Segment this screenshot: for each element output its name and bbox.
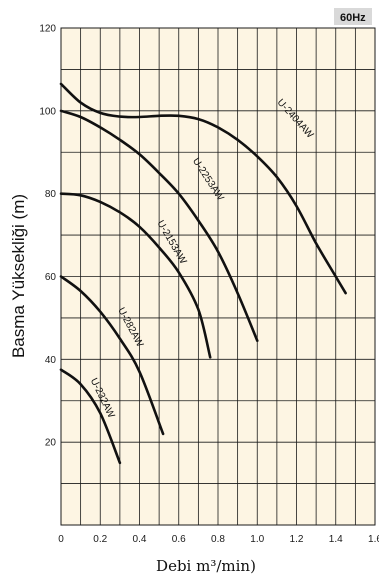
y-axis-label: Basma Yükseklіği (m)	[9, 194, 28, 358]
y-tick-label: 60	[45, 272, 57, 283]
curve-u-2253aw	[59, 109, 259, 342]
curve-u-282aw	[59, 275, 165, 436]
x-axis-ticks: 0 0.2 0.4 0.6 0.8 1.0 1.2 1.4 1.6	[58, 534, 379, 545]
x-tick-label: 0.4	[133, 534, 147, 545]
frequency-badge: 60Hz	[340, 12, 366, 24]
x-tick-label: 1.6	[368, 534, 379, 545]
x-tick-label: 0.6	[172, 534, 186, 545]
x-axis-label: Debi m³/min)	[156, 557, 256, 575]
y-tick-label: 100	[39, 106, 56, 117]
curve-u-2404aw	[59, 82, 347, 295]
y-tick-label: 120	[39, 24, 56, 35]
y-axis-ticks: 20 40 60 80 100 120	[39, 24, 56, 449]
x-tick-label: 0.2	[93, 534, 107, 545]
x-tick-label: 0	[58, 534, 64, 545]
y-tick-label: 40	[45, 355, 57, 366]
series-curves	[59, 82, 347, 465]
x-tick-label: 1.4	[329, 534, 343, 545]
curve-u-232aw	[59, 368, 122, 465]
curve-u-2153aw	[59, 192, 212, 359]
x-tick-label: 0.8	[211, 534, 225, 545]
x-tick-label: 1.2	[290, 534, 304, 545]
x-tick-label: 1.0	[250, 534, 264, 545]
frequency-badge-background	[334, 8, 372, 25]
y-tick-label: 80	[45, 189, 57, 200]
y-tick-label: 20	[45, 438, 57, 449]
